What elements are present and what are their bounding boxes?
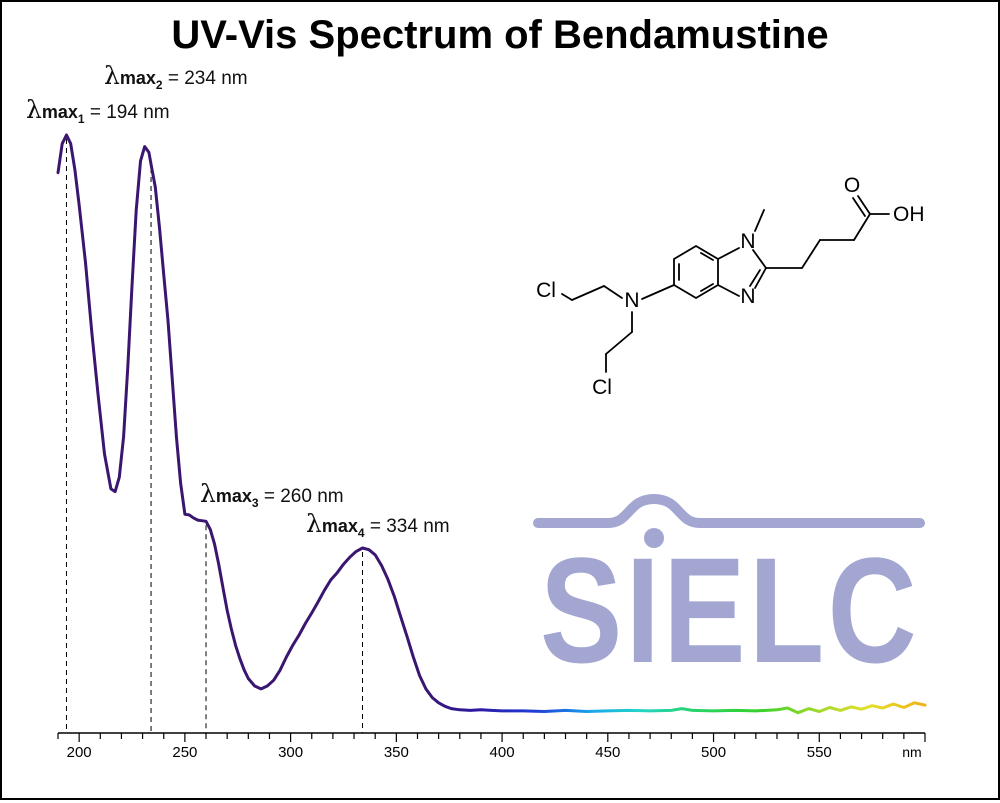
x-tick-label: 450 xyxy=(595,744,620,761)
ring-double-bond xyxy=(700,283,714,292)
benzene-ring xyxy=(673,244,719,300)
bond xyxy=(754,267,767,289)
x-tick-label: 200 xyxy=(67,744,92,761)
x-axis-unit: nm xyxy=(902,744,921,760)
carbonyl-bond xyxy=(857,195,871,215)
x-ticks: 200 250 300 350 400 450 500 550 xyxy=(57,733,926,761)
bond xyxy=(853,213,871,241)
peak-label-3: λmax3 = 260 nm xyxy=(200,479,344,510)
logo-arc xyxy=(533,493,925,528)
sielc-logo: SIELC xyxy=(533,493,925,694)
peak-lines xyxy=(65,139,364,733)
atom-label: Cl xyxy=(592,376,612,399)
ring-double-bond xyxy=(700,252,714,261)
atom-label: O xyxy=(844,174,860,197)
bendamustine-structure xyxy=(561,195,890,373)
lambda-symbol: λ xyxy=(200,479,216,508)
peak-label-1: λmax1 = 194 nm xyxy=(26,95,170,126)
peak-label-4: λmax4 = 334 nm xyxy=(306,509,450,540)
structure-atoms: O OH N N N Cl Cl xyxy=(536,174,924,399)
atom-label: N xyxy=(740,230,755,253)
methyl-bond xyxy=(754,209,765,232)
lambda-symbol: λ xyxy=(104,61,120,90)
x-tick-label: 350 xyxy=(384,744,409,761)
bond xyxy=(561,293,573,301)
bond xyxy=(641,284,675,300)
bond xyxy=(752,249,767,269)
bond xyxy=(717,284,740,297)
atom-label: N xyxy=(740,285,755,308)
x-tick-label: 400 xyxy=(490,744,515,761)
peak-label-2: λmax2 = 234 nm xyxy=(104,61,248,92)
bond xyxy=(603,285,623,299)
x-tick-label: 500 xyxy=(701,744,726,761)
bond xyxy=(749,269,761,287)
lambda-symbol: λ xyxy=(306,509,322,538)
chart-title: UV-Vis Spectrum of Bendamustine xyxy=(171,13,828,57)
atom-label: OH xyxy=(893,203,925,226)
atom-label: N xyxy=(624,289,639,312)
x-tick-label: 550 xyxy=(807,744,832,761)
bond xyxy=(605,331,633,355)
carbonyl-bond xyxy=(852,197,866,217)
logo-dot xyxy=(644,528,664,548)
x-tick-label: 250 xyxy=(172,744,197,761)
bond xyxy=(801,239,821,269)
logo-text: SIELC xyxy=(540,526,920,694)
bond xyxy=(717,247,740,260)
lambda-symbol: λ xyxy=(26,95,42,124)
x-tick-label: 300 xyxy=(278,744,303,761)
atom-label: Cl xyxy=(536,279,556,302)
spectrum-line xyxy=(56,133,927,715)
bond xyxy=(571,285,605,301)
